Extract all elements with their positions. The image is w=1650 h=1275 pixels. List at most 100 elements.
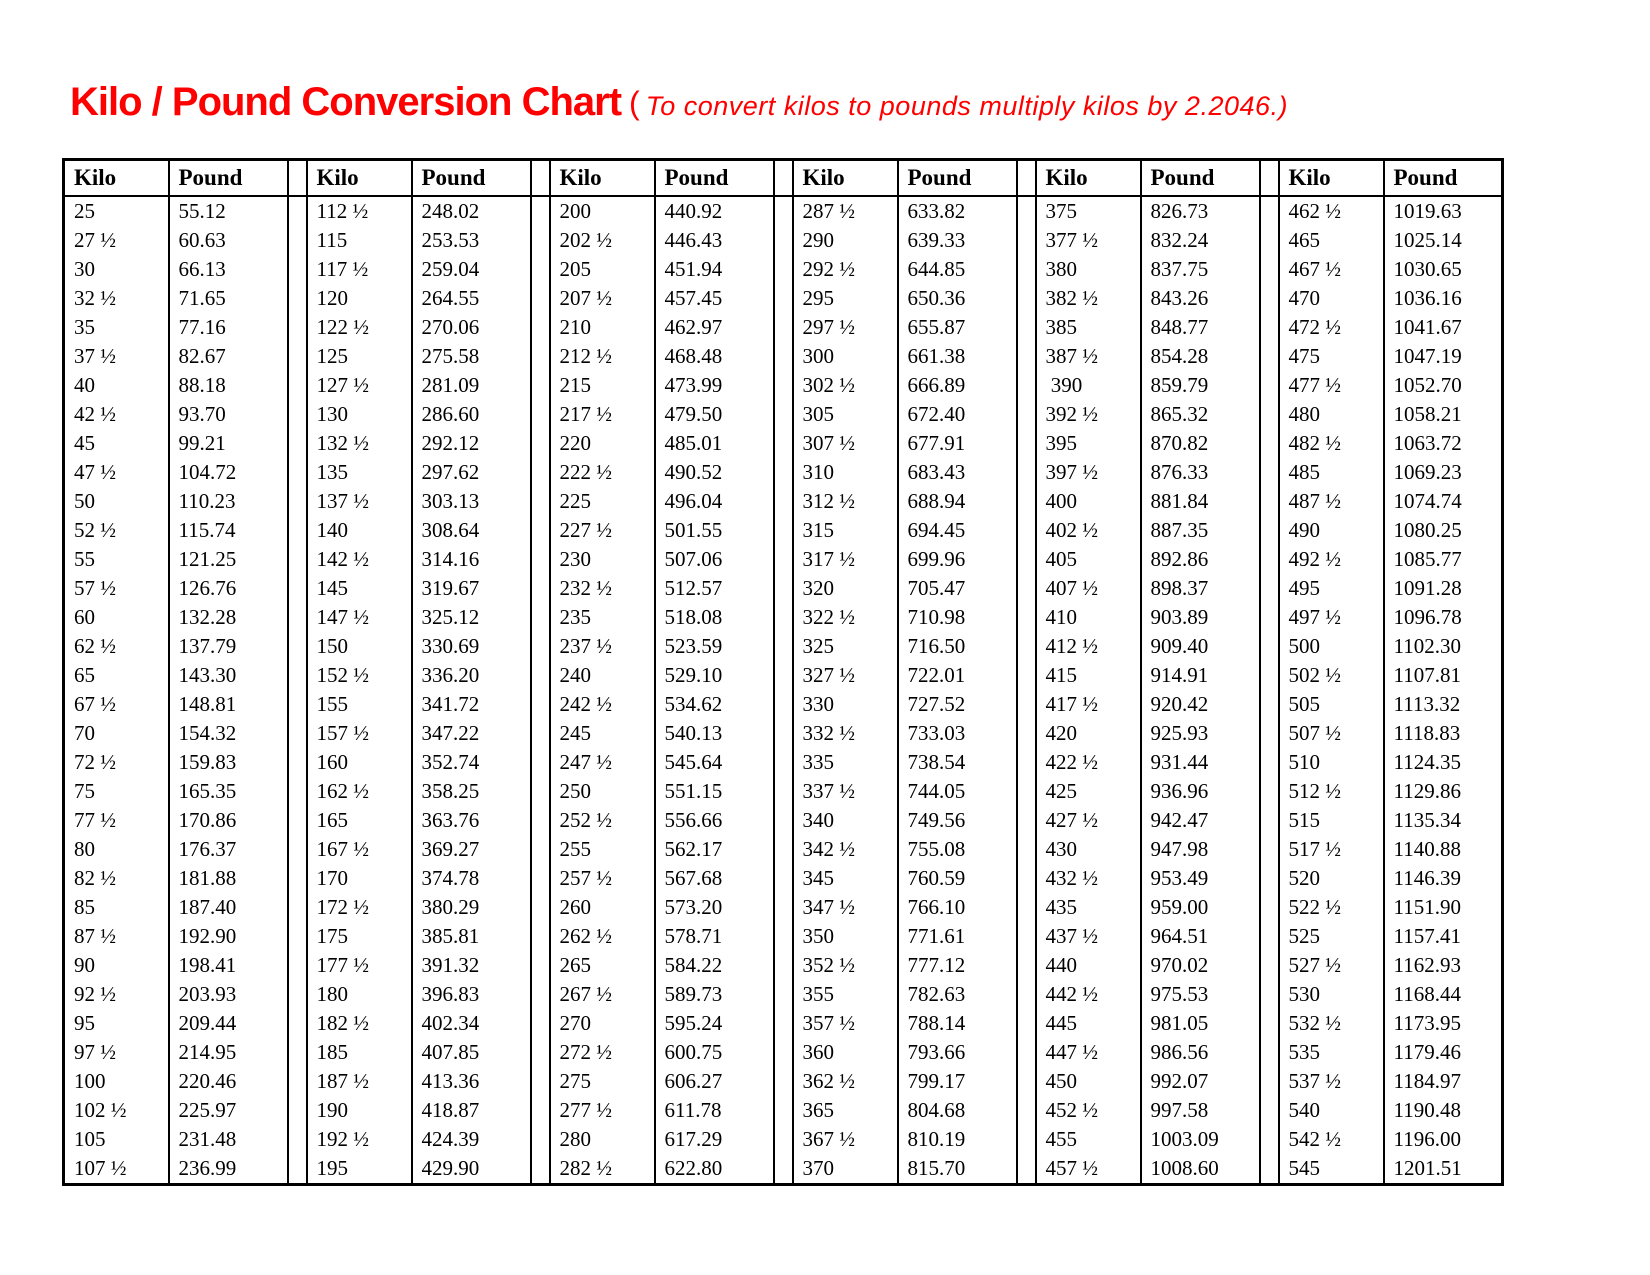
pound-cell: 1179.46 <box>1382 1038 1504 1067</box>
separator-cell <box>772 516 794 545</box>
pound-cell: 1102.30 <box>1382 632 1504 661</box>
pound-cell: 512.57 <box>653 574 775 603</box>
separator-cell <box>1258 1096 1280 1125</box>
column-header-pound: Pound <box>653 159 775 197</box>
kilo-cell: 385 <box>1034 313 1142 342</box>
kilo-cell: 390 <box>1034 371 1142 400</box>
kilo-cell: 475 <box>1277 342 1385 371</box>
kilo-cell: 122 ½ <box>305 313 413 342</box>
separator-cell <box>772 226 794 255</box>
separator-cell <box>286 429 308 458</box>
pound-cell: 225.97 <box>167 1096 289 1125</box>
pound-cell: 451.94 <box>653 255 775 284</box>
pound-cell: 473.99 <box>653 371 775 400</box>
kilo-cell: 230 <box>548 545 656 574</box>
pound-cell: 578.71 <box>653 922 775 951</box>
kilo-cell: 532 ½ <box>1277 1009 1385 1038</box>
kilo-cell: 430 <box>1034 835 1142 864</box>
separator-cell <box>529 1009 551 1038</box>
table-row: 42 ½ 93.70 130 286.60 217 ½ 479.50 305 672.40 39… <box>62 400 1504 429</box>
pound-cell: 832.24 <box>1139 226 1261 255</box>
pound-cell: 77.16 <box>167 313 289 342</box>
kilo-cell: 415 <box>1034 661 1142 690</box>
pound-cell: 236.99 <box>167 1154 289 1185</box>
separator-cell <box>1015 371 1037 400</box>
separator-cell <box>1258 342 1280 371</box>
pound-cell: 1124.35 <box>1382 748 1504 777</box>
separator-cell <box>529 864 551 893</box>
separator-cell <box>286 632 308 661</box>
pound-cell: 523.59 <box>653 632 775 661</box>
pound-cell: 1025.14 <box>1382 226 1504 255</box>
kilo-cell: 180 <box>305 980 413 1009</box>
pound-cell: 854.28 <box>1139 342 1261 371</box>
kilo-cell: 497 ½ <box>1277 603 1385 632</box>
separator-cell <box>1015 835 1037 864</box>
separator-cell <box>529 159 551 197</box>
kilo-cell: 37 ½ <box>62 342 170 371</box>
pound-cell: 606.27 <box>653 1067 775 1096</box>
page-title: Kilo / Pound Conversion Chart(To convert… <box>0 0 1650 125</box>
kilo-cell: 210 <box>548 313 656 342</box>
separator-cell <box>286 458 308 487</box>
separator-cell <box>529 1125 551 1154</box>
separator-cell <box>529 922 551 951</box>
separator-cell <box>772 893 794 922</box>
kilo-cell: 262 ½ <box>548 922 656 951</box>
pound-cell: 705.47 <box>896 574 1018 603</box>
kilo-cell: 317 ½ <box>791 545 899 574</box>
pound-cell: 986.56 <box>1139 1038 1261 1067</box>
separator-cell <box>529 545 551 574</box>
separator-cell <box>1015 777 1037 806</box>
kilo-cell: 505 <box>1277 690 1385 719</box>
pound-cell: 314.16 <box>410 545 532 574</box>
separator-cell <box>1015 1096 1037 1125</box>
separator-cell <box>529 429 551 458</box>
separator-cell <box>772 196 794 226</box>
kilo-cell: 530 <box>1277 980 1385 1009</box>
pound-cell: 363.76 <box>410 806 532 835</box>
kilo-cell: 232 ½ <box>548 574 656 603</box>
separator-cell <box>286 159 308 197</box>
pound-cell: 347.22 <box>410 719 532 748</box>
kilo-cell: 70 <box>62 719 170 748</box>
kilo-cell: 120 <box>305 284 413 313</box>
pound-cell: 485.01 <box>653 429 775 458</box>
separator-cell <box>529 951 551 980</box>
pound-cell: 1096.78 <box>1382 603 1504 632</box>
separator-cell <box>286 951 308 980</box>
pound-cell: 1091.28 <box>1382 574 1504 603</box>
kilo-cell: 492 ½ <box>1277 545 1385 574</box>
title-note: To convert kilos to pounds multiply kilo… <box>645 91 1289 121</box>
kilo-cell: 102 ½ <box>62 1096 170 1125</box>
pound-cell: 859.79 <box>1139 371 1261 400</box>
pound-cell: 600.75 <box>653 1038 775 1067</box>
pound-cell: 1052.70 <box>1382 371 1504 400</box>
pound-cell: 876.33 <box>1139 458 1261 487</box>
pound-cell: 925.93 <box>1139 719 1261 748</box>
table-row: 100 220.46 187 ½ 413.36 275 606.27 362 ½ 799.17… <box>62 1067 1504 1096</box>
separator-cell <box>1015 196 1037 226</box>
separator-cell <box>1015 1038 1037 1067</box>
pound-cell: 529.10 <box>653 661 775 690</box>
kilo-cell: 472 ½ <box>1277 313 1385 342</box>
separator-cell <box>772 342 794 371</box>
separator-cell <box>286 196 308 226</box>
separator-cell <box>286 864 308 893</box>
kilo-cell: 340 <box>791 806 899 835</box>
pound-cell: 584.22 <box>653 951 775 980</box>
kilo-cell: 347 ½ <box>791 893 899 922</box>
pound-cell: 319.67 <box>410 574 532 603</box>
separator-cell <box>286 1125 308 1154</box>
pound-cell: 264.55 <box>410 284 532 313</box>
separator-cell <box>1258 748 1280 777</box>
separator-cell <box>286 226 308 255</box>
pound-cell: 413.36 <box>410 1067 532 1096</box>
pound-cell: 352.74 <box>410 748 532 777</box>
pound-cell: 1080.25 <box>1382 516 1504 545</box>
kilo-cell: 272 ½ <box>548 1038 656 1067</box>
pound-cell: 936.96 <box>1139 777 1261 806</box>
kilo-cell: 147 ½ <box>305 603 413 632</box>
pound-cell: 997.58 <box>1139 1096 1261 1125</box>
table-row: 87 ½ 192.90 175 385.81 262 ½ 578.71 350 771.61 4… <box>62 922 1504 951</box>
